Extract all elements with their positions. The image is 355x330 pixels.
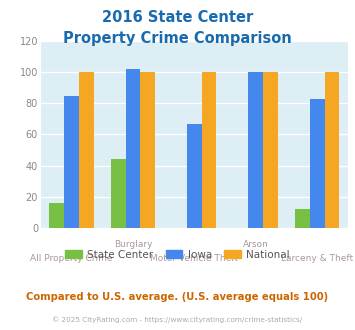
Legend: State Center, Iowa, National: State Center, Iowa, National [61, 246, 294, 264]
Bar [187, 124, 202, 228]
Bar [140, 72, 155, 228]
Text: Burglary: Burglary [114, 240, 152, 249]
Text: Compared to U.S. average. (U.S. average equals 100): Compared to U.S. average. (U.S. average … [26, 292, 329, 302]
Bar [202, 72, 217, 228]
Text: 2016 State Center: 2016 State Center [102, 10, 253, 25]
Bar [295, 209, 310, 228]
Text: Property Crime Comparison: Property Crime Comparison [63, 31, 292, 46]
Text: All Property Crime: All Property Crime [30, 254, 113, 263]
Bar [324, 72, 339, 228]
Bar [310, 99, 324, 228]
Bar [126, 69, 140, 228]
Bar [49, 203, 64, 228]
Text: Arson: Arson [243, 240, 269, 249]
Bar [263, 72, 278, 228]
Text: Motor Vehicle Theft: Motor Vehicle Theft [151, 254, 238, 263]
Bar [111, 159, 126, 228]
Bar [64, 96, 79, 228]
Bar [79, 72, 94, 228]
Text: Larceny & Theft: Larceny & Theft [281, 254, 353, 263]
Bar [248, 72, 263, 228]
Text: © 2025 CityRating.com - https://www.cityrating.com/crime-statistics/: © 2025 CityRating.com - https://www.city… [53, 316, 302, 323]
